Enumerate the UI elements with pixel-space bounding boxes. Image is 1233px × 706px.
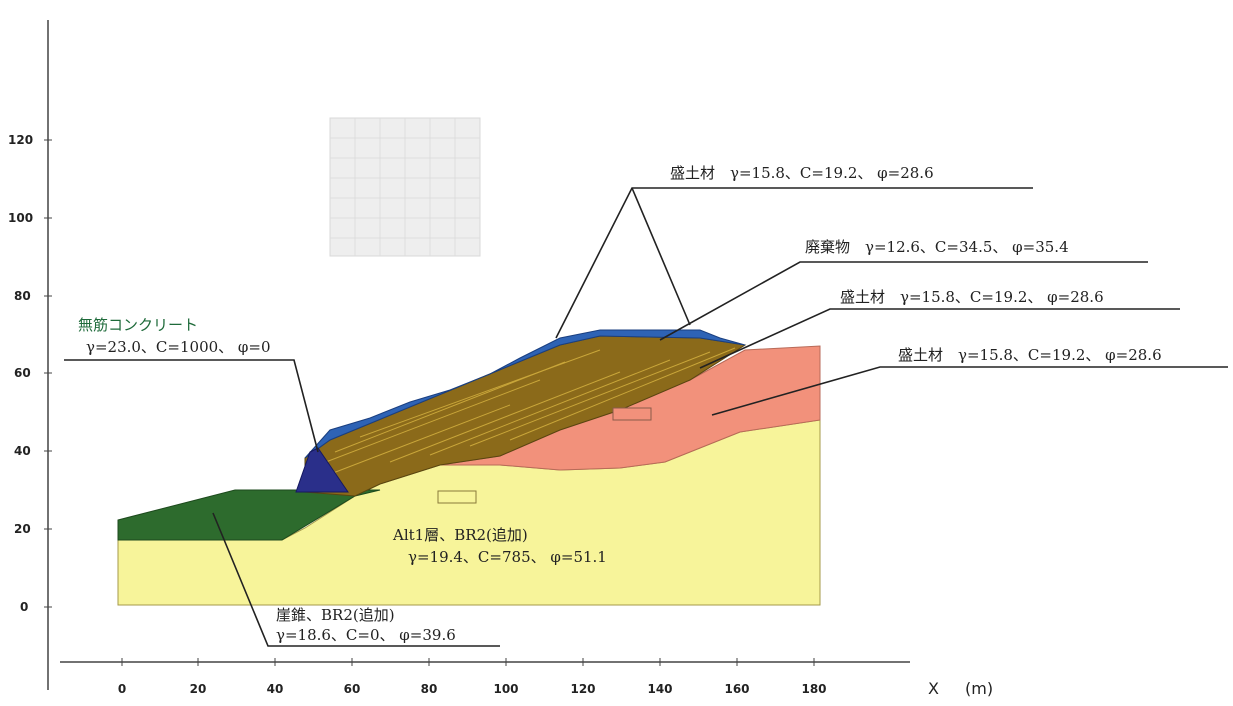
y-tick-label: 60	[14, 366, 31, 380]
y-tick-label: 0	[20, 600, 28, 614]
x-tick-label: 40	[267, 682, 284, 696]
label-fill-right: 盛土材 γ=15.8、C=19.2、 φ=28.6	[898, 346, 1162, 364]
waste-strata	[317, 347, 736, 479]
x-tick-label: 0	[118, 682, 126, 696]
x-axis: 0 20 40 60 80 100 120 140 160 180 X (m)	[60, 658, 993, 698]
label-waste: 廃棄物 γ=12.6、C=34.5、 φ=35.4	[805, 238, 1069, 256]
fill-layer-blue	[304, 329, 746, 459]
label-talus-title: 崖錐、BR2(追加)	[276, 606, 395, 624]
marker-box	[612, 407, 652, 421]
x-tick-label: 80	[421, 682, 438, 696]
leader-lines	[64, 187, 1228, 647]
y-tick-label: 120	[8, 133, 33, 147]
x-tick-label: 160	[724, 682, 749, 696]
label-concrete-title: 無筋コンクリート	[78, 316, 198, 334]
x-tick-label: 60	[344, 682, 361, 696]
x-axis-unit: (m)	[965, 679, 993, 698]
x-tick-label: 180	[801, 682, 826, 696]
y-axis: 120 100 80 60 40 20 0	[8, 20, 52, 690]
x-axis-letter: X	[928, 679, 939, 698]
x-tick-label: 140	[647, 682, 672, 696]
marker-box	[437, 490, 477, 504]
label-fill-mid: 盛土材 γ=15.8、C=19.2、 φ=28.6	[840, 288, 1104, 306]
x-tick-label: 120	[570, 682, 595, 696]
y-tick-label: 40	[14, 444, 31, 458]
label-bedrock-params: γ=19.4、C=785、 φ=51.1	[408, 548, 607, 566]
concrete-block	[295, 447, 349, 493]
y-tick-label: 100	[8, 211, 33, 225]
x-tick-label: 100	[493, 682, 518, 696]
y-tick-label: 20	[14, 522, 31, 536]
label-concrete-params: γ=23.0、C=1000、 φ=0	[86, 338, 271, 356]
label-talus-params: γ=18.6、C=0、 φ=39.6	[276, 626, 456, 644]
faded-stamp	[329, 117, 481, 257]
label-bedrock-title: Alt1層、BR2(追加)	[392, 526, 528, 544]
y-tick-label: 80	[14, 289, 31, 303]
label-fill-top: 盛土材 γ=15.8、C=19.2、 φ=28.6	[670, 164, 934, 182]
x-tick-label: 20	[190, 682, 207, 696]
